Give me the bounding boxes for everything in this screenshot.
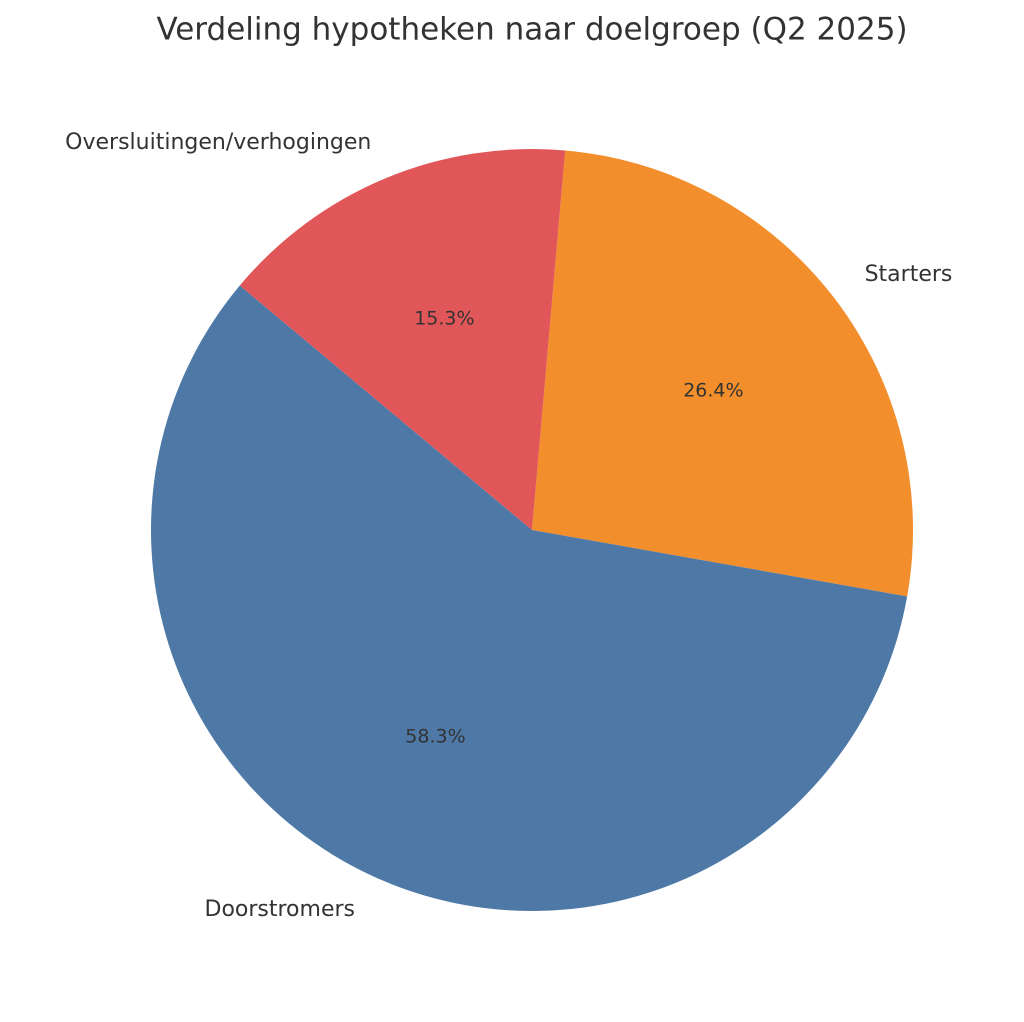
percent-label: 15.3%: [414, 307, 474, 329]
slice-label: Starters: [865, 262, 953, 287]
slice-label: Doorstromers: [205, 897, 356, 922]
chart-title: Verdeling hypotheken naar doelgroep (Q2 …: [156, 12, 907, 48]
percent-label: 58.3%: [405, 726, 465, 748]
percent-label: 26.4%: [683, 379, 743, 401]
pie-slice: [532, 150, 913, 597]
pie-slice: [150, 285, 908, 912]
slice-label: Oversluitingen/verhogingen: [65, 130, 371, 155]
pie-slice: [239, 148, 566, 530]
